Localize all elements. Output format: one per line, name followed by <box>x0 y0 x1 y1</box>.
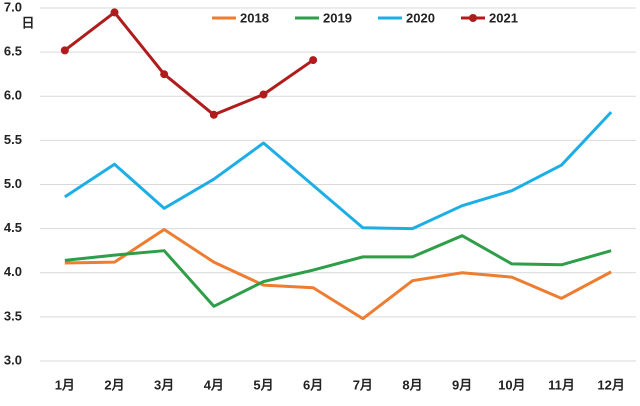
series-line <box>64 111 613 231</box>
y-tick-label: 6.5 <box>4 44 22 59</box>
x-tick-label: 7月 <box>353 377 373 392</box>
x-tick-label: 6月 <box>303 377 323 392</box>
series-line <box>64 234 612 308</box>
y-tick-label: 3.5 <box>4 308 22 323</box>
series-marker <box>160 70 169 79</box>
x-tick-label: 2月 <box>104 377 124 392</box>
y-tick-label: 3.0 <box>4 352 22 367</box>
series-line <box>64 228 612 321</box>
x-tick-label: 3月 <box>154 377 174 392</box>
x-tick-label: 11月 <box>548 377 575 392</box>
series-marker <box>110 8 119 17</box>
x-tick-label: 8月 <box>402 377 422 392</box>
y-tick-label: 5.5 <box>4 132 22 147</box>
series-line <box>63 10 315 117</box>
y-axis-label: 日 <box>21 15 34 30</box>
y-tick-label: 6.0 <box>4 88 22 103</box>
x-tick-label: 12月 <box>597 377 624 392</box>
series-marker <box>259 90 268 99</box>
y-tick-label: 4.5 <box>4 220 22 235</box>
series-marker <box>309 56 318 65</box>
x-tick-label: 5月 <box>253 377 273 392</box>
y-tick-label: 4.0 <box>4 264 22 279</box>
x-tick-label: 10月 <box>498 377 525 392</box>
y-tick-label: 5.0 <box>4 176 22 191</box>
y-tick-label: 7.0 <box>4 0 22 14</box>
series-marker <box>60 46 69 55</box>
series-marker <box>209 110 218 119</box>
x-tick-label: 9月 <box>452 377 472 392</box>
legend-label: 2019 <box>323 10 352 25</box>
legend-label: 2020 <box>406 10 435 25</box>
x-tick-label: 1月 <box>55 377 75 392</box>
x-tick-label: 4月 <box>204 377 224 392</box>
legend-label: 2018 <box>240 10 269 25</box>
legend-label: 2021 <box>489 10 518 25</box>
legend-marker <box>469 14 477 22</box>
